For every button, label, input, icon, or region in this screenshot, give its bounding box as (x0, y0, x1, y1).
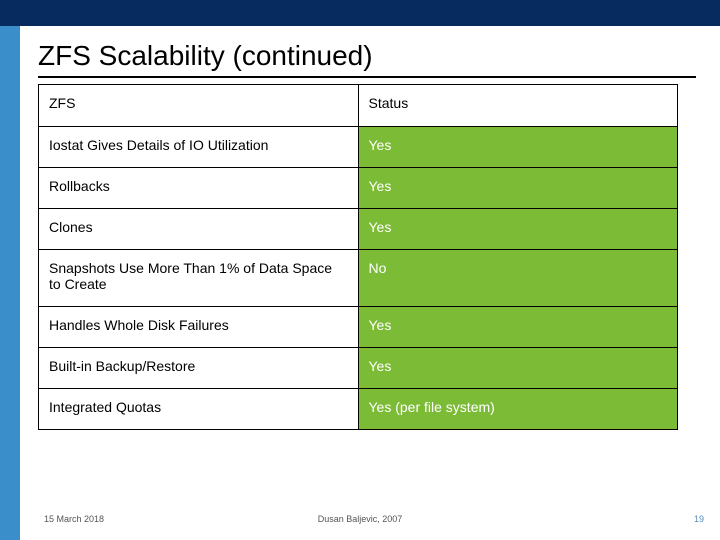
table-row: Iostat Gives Details of IO Utilization Y… (39, 127, 678, 168)
status-cell: Yes (358, 307, 678, 348)
status-cell: No (358, 250, 678, 307)
footer-author: Dusan Baljevic, 2007 (0, 514, 720, 524)
page-title: ZFS Scalability (continued) (38, 36, 696, 74)
feature-cell: Built-in Backup/Restore (39, 348, 359, 389)
side-accent-bar (0, 0, 20, 540)
table-row: Integrated Quotas Yes (per file system) (39, 389, 678, 430)
top-accent-bar (0, 0, 720, 26)
table-row: Handles Whole Disk Failures Yes (39, 307, 678, 348)
footer-page-number: 19 (694, 514, 704, 524)
table-header-row: ZFS Status (39, 85, 678, 127)
content-area: ZFS Scalability (continued) ZFS Status I… (20, 26, 710, 540)
status-cell: Yes (358, 168, 678, 209)
feature-cell: Integrated Quotas (39, 389, 359, 430)
feature-cell: Snapshots Use More Than 1% of Data Space… (39, 250, 359, 307)
table-row: Rollbacks Yes (39, 168, 678, 209)
table-row: Snapshots Use More Than 1% of Data Space… (39, 250, 678, 307)
status-cell: Yes (358, 348, 678, 389)
status-cell: Yes (per file system) (358, 389, 678, 430)
feature-cell: Iostat Gives Details of IO Utilization (39, 127, 359, 168)
header-status: Status (358, 85, 678, 127)
feature-cell: Clones (39, 209, 359, 250)
feature-cell: Rollbacks (39, 168, 359, 209)
table-row: Built-in Backup/Restore Yes (39, 348, 678, 389)
zfs-table: ZFS Status Iostat Gives Details of IO Ut… (38, 84, 678, 430)
title-underline (38, 76, 696, 78)
status-cell: Yes (358, 209, 678, 250)
feature-cell: Handles Whole Disk Failures (39, 307, 359, 348)
header-zfs: ZFS (39, 85, 359, 127)
table-row: Clones Yes (39, 209, 678, 250)
status-cell: Yes (358, 127, 678, 168)
slide: ZFS Scalability (continued) ZFS Status I… (0, 0, 720, 540)
